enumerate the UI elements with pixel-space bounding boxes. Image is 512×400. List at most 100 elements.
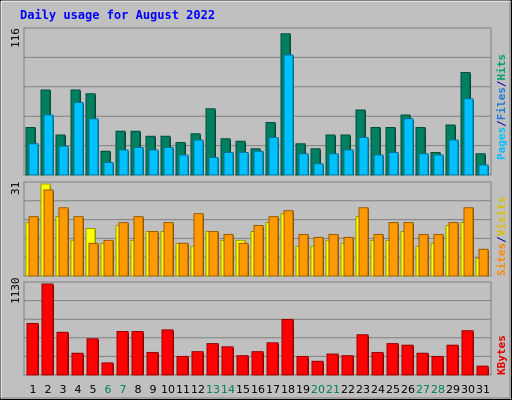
bar-sites-day-12 — [193, 213, 204, 277]
bar-kbytes-day-4 — [71, 352, 84, 376]
x-label-day-3: 3 — [60, 383, 67, 396]
bar-sites-day-11 — [178, 242, 189, 277]
x-label-day-28: 28 — [431, 383, 445, 396]
bar-sites-day-30 — [463, 207, 474, 277]
bar-kbytes-day-21 — [326, 353, 339, 376]
x-label-day-13: 13 — [206, 383, 220, 396]
panel-middle-max-label: 31 — [9, 182, 22, 195]
legend-entry: / — [495, 120, 508, 127]
bar-pages-day-19 — [298, 153, 309, 176]
bar-kbytes-day-29 — [446, 344, 459, 376]
legend-text: Sites/Visits — [495, 197, 508, 277]
bar-kbytes-day-18 — [281, 318, 294, 376]
x-axis-day-labels: 1 2 3 4 5 6 7 8 9 10 11 12 13 14 15 16 17 18 19 20 21 22 23 24 2… — [30, 383, 491, 396]
x-label-day-12: 12 — [191, 383, 205, 396]
x-label-day-25: 25 — [386, 383, 400, 396]
bar-pages-day-10 — [163, 147, 174, 176]
panel-top-max-label: 116 — [9, 28, 22, 48]
bar-kbytes-day-27 — [416, 352, 429, 376]
x-label-day-29: 29 — [446, 383, 460, 396]
bars-layer — [24, 33, 491, 376]
bar-pages-day-3 — [58, 145, 69, 176]
x-label-day-1: 1 — [30, 383, 37, 396]
bar-pages-day-20 — [313, 163, 324, 176]
bar-pages-day-7 — [118, 149, 129, 176]
bar-pages-day-9 — [148, 149, 159, 176]
bar-sites-day-10 — [163, 222, 174, 277]
bar-pages-day-17 — [268, 137, 279, 176]
bar-pages-day-26 — [403, 118, 414, 176]
bar-kbytes-day-12 — [191, 351, 204, 376]
bar-pages-day-31 — [478, 164, 489, 176]
bar-sites-day-23 — [358, 207, 369, 277]
x-label-day-5: 5 — [90, 383, 97, 396]
bar-kbytes-day-20 — [311, 360, 324, 376]
x-label-day-2: 2 — [45, 383, 52, 396]
bar-kbytes-day-7 — [116, 331, 129, 376]
bar-kbytes-day-30 — [461, 330, 474, 376]
x-label-day-19: 19 — [296, 383, 310, 396]
legend-entry: Sites — [495, 243, 508, 276]
bar-sites-day-13 — [208, 230, 219, 277]
bar-kbytes-day-15 — [236, 355, 249, 376]
bar-sites-day-28 — [433, 233, 444, 277]
x-label-day-24: 24 — [371, 383, 385, 396]
bar-pages-day-6 — [103, 162, 114, 176]
bar-sites-day-31 — [478, 248, 489, 277]
bar-sites-day-20 — [313, 236, 324, 277]
bar-sites-day-14 — [223, 233, 234, 277]
bar-pages-day-12 — [193, 139, 204, 176]
bar-kbytes-day-6 — [101, 362, 114, 376]
bar-pages-day-8 — [133, 147, 144, 176]
bar-kbytes-day-16 — [251, 351, 264, 376]
legend-entry: / — [495, 80, 508, 87]
legend-pages-files-hits: Pages/Files/Hits — [495, 54, 508, 160]
bar-kbytes-day-3 — [56, 331, 69, 376]
x-label-day-18: 18 — [281, 383, 295, 396]
bar-sites-day-9 — [148, 230, 159, 277]
legend-entry: KBytes — [495, 335, 508, 375]
x-label-day-9: 9 — [150, 383, 157, 396]
x-label-day-11: 11 — [176, 383, 190, 396]
x-label-day-4: 4 — [75, 383, 82, 396]
bar-pages-day-30 — [463, 98, 474, 176]
x-label-day-21: 21 — [326, 383, 340, 396]
bar-pages-day-15 — [238, 152, 249, 176]
bar-pages-day-18 — [283, 54, 294, 176]
bar-pages-day-13 — [208, 157, 219, 176]
x-label-day-16: 16 — [251, 383, 265, 396]
bar-kbytes-day-13 — [206, 343, 219, 376]
bar-pages-day-21 — [328, 153, 339, 176]
bar-kbytes-day-10 — [161, 329, 174, 376]
legend-entry: Pages — [495, 127, 508, 160]
bar-sites-day-17 — [268, 216, 279, 277]
bar-pages-day-23 — [358, 137, 369, 176]
legend-entry: / — [495, 236, 508, 243]
x-label-day-10: 10 — [161, 383, 175, 396]
bar-sites-day-19 — [298, 233, 309, 277]
bar-kbytes-day-9 — [146, 351, 159, 376]
bar-kbytes-day-19 — [296, 355, 309, 376]
x-label-day-7: 7 — [120, 383, 127, 396]
bar-pages-day-24 — [373, 154, 384, 176]
bar-kbytes-day-31 — [476, 365, 489, 376]
bar-sites-day-15 — [238, 242, 249, 277]
bar-pages-day-11 — [178, 154, 189, 176]
legend-entry: Visits — [495, 197, 508, 237]
bar-kbytes-day-14 — [221, 346, 234, 376]
bar-sites-day-5 — [88, 242, 99, 277]
bar-pages-day-5 — [88, 118, 99, 176]
legend-kbytes: KBytes — [495, 335, 508, 375]
bar-pages-day-4 — [73, 102, 84, 176]
legend-entry: Files — [495, 87, 508, 120]
bar-sites-day-27 — [418, 233, 429, 277]
legend-text: Pages/Files/Hits — [495, 54, 508, 160]
bar-sites-day-21 — [328, 233, 339, 277]
bar-kbytes-day-17 — [266, 342, 279, 376]
bar-pages-day-2 — [43, 114, 54, 176]
bar-sites-day-22 — [343, 236, 354, 277]
x-label-day-6: 6 — [105, 383, 112, 396]
bar-sites-day-16 — [253, 225, 264, 277]
bar-kbytes-day-28 — [431, 355, 444, 376]
